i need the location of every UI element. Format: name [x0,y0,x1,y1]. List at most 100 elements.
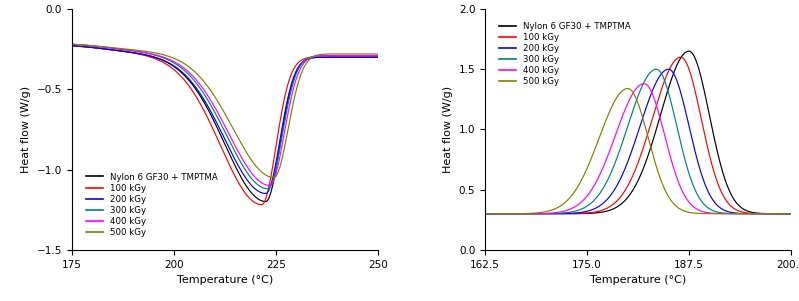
Nylon 6 GF30 + TMPTMA [261,200,271,203]
400 kGy [639,82,649,85]
100 kGy [334,55,344,59]
300 kGy [480,212,490,216]
Line: 100 kGy: 100 kGy [485,57,791,214]
X-axis label: Temperature (°C): Temperature (°C) [177,275,273,285]
500 kGy [610,98,620,101]
500 kGy [102,45,112,49]
400 kGy [334,54,344,57]
300 kGy [334,54,344,57]
Legend: Nylon 6 GF30 + TMPTMA, 100 kGy, 200 kGy, 300 kGy, 400 kGy, 500 kGy: Nylon 6 GF30 + TMPTMA, 100 kGy, 200 kGy,… [82,169,221,241]
300 kGy [781,212,790,216]
X-axis label: Temperature (°C): Temperature (°C) [590,275,686,285]
200 kGy [610,186,620,190]
Nylon 6 GF30 + TMPTMA [610,206,620,209]
100 kGy [747,212,757,215]
200 kGy [67,44,77,48]
300 kGy [368,54,377,57]
200 kGy [598,202,607,206]
Nylon 6 GF30 + TMPTMA [67,44,77,48]
200 kGy [368,55,377,59]
Nylon 6 GF30 + TMPTMA [480,212,490,216]
400 kGy [265,184,275,187]
300 kGy [263,187,272,191]
Line: 100 kGy: 100 kGy [72,46,378,205]
100 kGy [120,50,129,54]
500 kGy [373,52,383,56]
400 kGy [747,212,757,216]
400 kGy [185,71,194,74]
500 kGy [334,52,344,56]
Nylon 6 GF30 + TMPTMA [120,50,129,53]
Nylon 6 GF30 + TMPTMA [368,55,377,59]
200 kGy [373,55,383,59]
200 kGy [515,212,525,216]
400 kGy [373,54,383,57]
Nylon 6 GF30 + TMPTMA [684,49,694,53]
500 kGy [368,52,377,56]
200 kGy [185,77,194,81]
500 kGy [623,87,633,90]
Y-axis label: Heat flow (W/g): Heat flow (W/g) [443,86,453,173]
400 kGy [786,212,796,216]
Line: 300 kGy: 300 kGy [485,69,791,214]
500 kGy [515,212,525,216]
200 kGy [102,47,112,51]
Line: 500 kGy: 500 kGy [72,44,378,178]
500 kGy [269,176,279,179]
200 kGy [334,55,344,59]
Legend: Nylon 6 GF30 + TMPTMA, 100 kGy, 200 kGy, 300 kGy, 400 kGy, 500 kGy: Nylon 6 GF30 + TMPTMA, 100 kGy, 200 kGy,… [495,18,634,90]
300 kGy [185,73,194,77]
300 kGy [373,54,383,57]
Nylon 6 GF30 + TMPTMA [786,212,796,216]
Nylon 6 GF30 + TMPTMA [533,212,543,216]
400 kGy [781,212,790,216]
200 kGy [120,50,129,53]
500 kGy [197,78,207,82]
100 kGy [67,44,77,48]
100 kGy [373,55,383,59]
100 kGy [102,47,112,51]
400 kGy [197,86,207,90]
400 kGy [480,212,490,216]
500 kGy [781,212,790,216]
200 kGy [664,67,674,71]
100 kGy [781,212,790,216]
300 kGy [120,48,129,51]
100 kGy [533,212,543,216]
200 kGy [781,212,790,216]
300 kGy [515,212,525,216]
Nylon 6 GF30 + TMPTMA [334,55,344,59]
Line: Nylon 6 GF30 + TMPTMA: Nylon 6 GF30 + TMPTMA [72,46,378,201]
100 kGy [197,106,207,110]
200 kGy [747,212,757,216]
Nylon 6 GF30 + TMPTMA [598,210,607,214]
400 kGy [598,167,607,171]
Nylon 6 GF30 + TMPTMA [197,98,207,101]
500 kGy [533,211,543,215]
100 kGy [515,212,525,216]
200 kGy [786,212,796,216]
500 kGy [67,42,77,46]
200 kGy [197,95,207,99]
300 kGy [610,160,620,163]
200 kGy [480,212,490,216]
Line: 300 kGy: 300 kGy [72,44,378,189]
Line: 400 kGy: 400 kGy [485,84,791,214]
Line: 400 kGy: 400 kGy [72,44,378,185]
Nylon 6 GF30 + TMPTMA [185,79,194,82]
Y-axis label: Heat flow (W/g): Heat flow (W/g) [22,86,31,173]
500 kGy [598,128,607,131]
500 kGy [120,47,129,51]
200 kGy [533,212,543,216]
300 kGy [598,188,607,191]
500 kGy [480,212,490,216]
100 kGy [256,203,266,206]
100 kGy [786,212,796,216]
Line: 200 kGy: 200 kGy [72,46,378,194]
400 kGy [533,212,543,216]
Nylon 6 GF30 + TMPTMA [781,212,790,216]
300 kGy [747,212,757,216]
100 kGy [676,55,686,59]
Nylon 6 GF30 + TMPTMA [515,212,525,216]
500 kGy [786,212,796,216]
